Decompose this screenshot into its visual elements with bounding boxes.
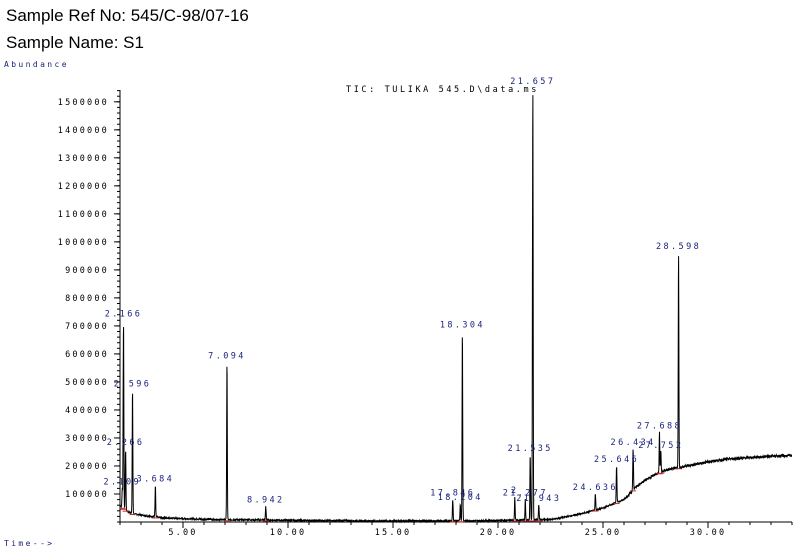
- y-tick-label: 800000: [65, 294, 109, 304]
- x-tick-label: 10.00: [270, 528, 307, 538]
- x-tick-label: 5.00: [168, 528, 197, 538]
- peak-label: 2.109: [103, 477, 141, 487]
- peak-label: 21.277: [503, 489, 548, 499]
- y-tick-label: 1300000: [58, 154, 109, 164]
- peak-label: 21.943: [516, 494, 561, 504]
- chart-title: TIC: TULIKA 545.D\data.ms: [346, 85, 539, 95]
- y-tick-label: 700000: [65, 322, 109, 332]
- x-tick-label: 30.00: [690, 528, 727, 538]
- peak-label: 3.684: [137, 475, 175, 485]
- peak-label: 21.535: [508, 444, 553, 454]
- peak-label: 2.266: [107, 438, 145, 448]
- peak-label: 24.636: [573, 483, 618, 493]
- peak-label: 18.304: [440, 321, 485, 331]
- tic-series-line: [119, 95, 793, 524]
- peak-label: 21.657: [510, 77, 555, 87]
- y-tick-label: 1400000: [58, 126, 109, 136]
- y-tick-label: 1100000: [58, 210, 109, 220]
- x-tick-label: 20.00: [480, 528, 517, 538]
- peak-label: 7.094: [208, 351, 246, 361]
- peak-label: 27.688: [637, 421, 682, 431]
- peak-label: 28.598: [656, 242, 701, 252]
- y-tick-label: 100000: [65, 490, 109, 500]
- sample-ref-label: Sample Ref No: 545/C-98/07-16: [6, 6, 249, 25]
- y-tick-label: 1200000: [58, 182, 109, 192]
- peak-label: 27.752: [638, 441, 683, 451]
- sample-name-label: Sample Name: S1: [6, 33, 144, 52]
- peak-label: 8.942: [247, 496, 285, 506]
- y-tick-label: 1000000: [58, 238, 109, 248]
- y-tick-label: 900000: [65, 266, 109, 276]
- peak-label: 2.166: [105, 309, 143, 319]
- y-axis-title: Abundance: [4, 60, 69, 69]
- y-tick-label: 200000: [65, 462, 109, 472]
- y-tick-label: 300000: [65, 434, 109, 444]
- peak-label: 2: [511, 486, 519, 496]
- y-tick-label: 500000: [65, 378, 109, 388]
- x-axis-title: Time-->: [4, 539, 55, 548]
- peak-label: 17.846: [430, 489, 475, 499]
- x-tick-label: 15.00: [375, 528, 412, 538]
- y-tick-label: 600000: [65, 350, 109, 360]
- peak-label: 25.646: [594, 455, 639, 465]
- peak-label: 26.434: [611, 438, 656, 448]
- peak-label: 18.204: [438, 493, 483, 503]
- x-tick-label: 25.00: [585, 528, 622, 538]
- y-tick-label: 1500000: [58, 98, 109, 108]
- peak-label: 2.596: [114, 379, 152, 389]
- y-tick-label: 400000: [65, 406, 109, 416]
